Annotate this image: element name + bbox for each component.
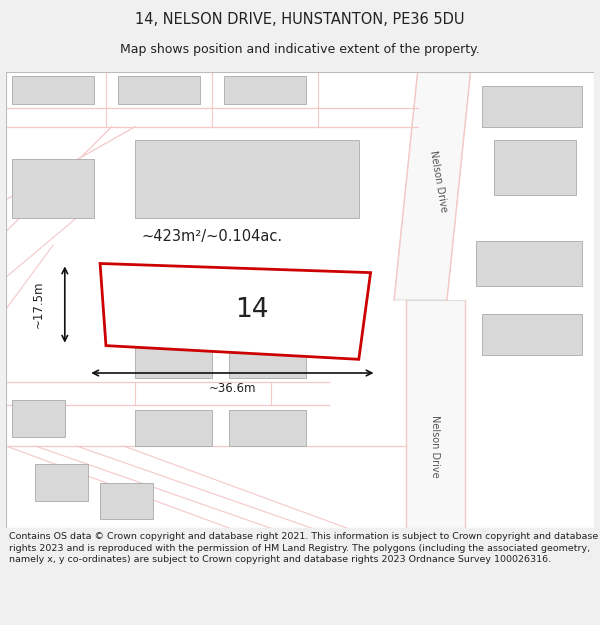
Polygon shape: [394, 72, 470, 300]
Bar: [118, 76, 200, 104]
Bar: [229, 409, 306, 446]
Bar: [476, 241, 582, 286]
Bar: [224, 76, 306, 104]
Polygon shape: [406, 300, 464, 528]
Bar: [136, 140, 359, 218]
Bar: [136, 409, 212, 446]
Bar: [136, 322, 212, 378]
Text: ~17.5m: ~17.5m: [32, 281, 45, 328]
Text: Nelson Drive: Nelson Drive: [428, 149, 449, 213]
Bar: [482, 86, 582, 127]
Bar: [35, 464, 88, 501]
Bar: [12, 159, 94, 218]
Bar: [482, 314, 582, 355]
Text: ~36.6m: ~36.6m: [209, 382, 256, 396]
Text: Map shows position and indicative extent of the property.: Map shows position and indicative extent…: [120, 42, 480, 56]
Text: 14: 14: [235, 298, 268, 323]
Text: Contains OS data © Crown copyright and database right 2021. This information is : Contains OS data © Crown copyright and d…: [9, 532, 598, 564]
Polygon shape: [100, 264, 371, 359]
Bar: [494, 140, 577, 195]
Bar: [12, 401, 65, 437]
Bar: [100, 482, 153, 519]
Bar: [12, 76, 94, 104]
Text: 14, NELSON DRIVE, HUNSTANTON, PE36 5DU: 14, NELSON DRIVE, HUNSTANTON, PE36 5DU: [135, 12, 465, 27]
Bar: [229, 322, 306, 378]
Text: Nelson Drive: Nelson Drive: [430, 415, 440, 478]
Text: ~423m²/~0.104ac.: ~423m²/~0.104ac.: [141, 229, 283, 244]
